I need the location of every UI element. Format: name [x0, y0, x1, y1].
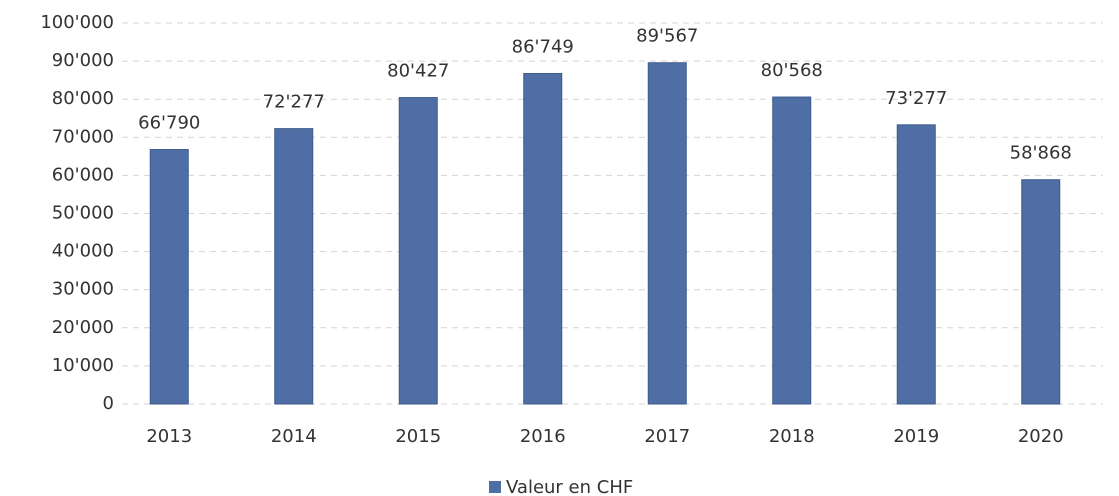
data-label: 72'277: [263, 92, 325, 113]
bar: [274, 128, 314, 405]
bar: [149, 149, 189, 405]
legend-swatch: [489, 481, 501, 493]
bar: [896, 124, 936, 405]
data-label: 80'427: [387, 61, 449, 82]
data-label: 66'790: [138, 113, 200, 134]
bar: [772, 96, 812, 405]
x-tick-label: 2015: [395, 426, 441, 447]
bar: [1021, 179, 1061, 405]
data-label: 89'567: [636, 26, 698, 47]
y-tick-label: 20'000: [52, 317, 114, 338]
data-label: 80'568: [761, 60, 823, 81]
y-tick-label: 100'000: [40, 12, 114, 33]
legend-label: Valeur en CHF: [506, 477, 633, 496]
x-tick-label: 2019: [893, 426, 939, 447]
y-tick-label: 70'000: [52, 126, 114, 147]
y-tick-label: 80'000: [52, 88, 114, 109]
y-tick-label: 40'000: [52, 241, 114, 262]
x-tick-label: 2017: [644, 426, 690, 447]
bar: [523, 72, 563, 405]
data-label: 86'749: [512, 36, 574, 57]
x-tick-label: 2016: [520, 426, 566, 447]
x-tick-label: 2014: [271, 426, 317, 447]
y-tick-label: 90'000: [52, 50, 114, 71]
x-tick-label: 2013: [146, 426, 192, 447]
y-tick-label: 30'000: [52, 279, 114, 300]
x-tick-label: 2020: [1018, 426, 1064, 447]
data-label: 73'277: [885, 88, 947, 109]
y-tick-label: 0: [103, 393, 114, 414]
y-tick-label: 10'000: [52, 355, 114, 376]
data-label: 58'868: [1010, 143, 1072, 164]
bar: [647, 62, 687, 405]
y-tick-label: 50'000: [52, 203, 114, 224]
x-tick-label: 2018: [769, 426, 815, 447]
bar: [398, 97, 438, 405]
y-tick-label: 60'000: [52, 164, 114, 185]
